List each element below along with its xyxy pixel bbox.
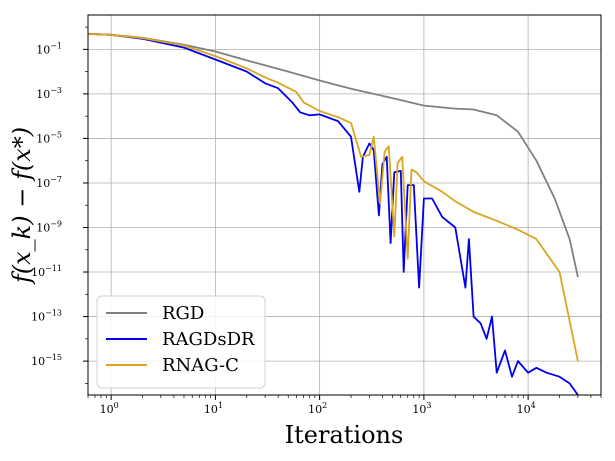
legend-label-0: RGD: [162, 303, 204, 324]
x-axis-ticks: 100 101 102 103 104: [87, 395, 602, 416]
x-tick-label: 103: [412, 401, 431, 416]
x-tick-label: 100: [100, 401, 119, 416]
series-line-1: [88, 32, 579, 395]
y-tick-label: 10−11: [31, 264, 62, 279]
x-axis-label: Iterations: [285, 421, 404, 449]
y-tick-label: 10−1: [36, 41, 62, 56]
y-tick-label: 10−9: [36, 220, 62, 235]
y-tick-label: 10−15: [31, 353, 62, 368]
series-layer: [88, 32, 579, 395]
series-line-0: [88, 32, 579, 278]
y-tick-label: 10−7: [36, 175, 62, 190]
series-line-2: [88, 32, 579, 362]
y-axis-label: f(x_k) − f(x*): [8, 127, 36, 285]
y-tick-label: 10−13: [31, 309, 62, 324]
x-tick-label: 104: [517, 401, 536, 416]
y-axis-ticks: 10−1 10−3 10−5 10−7 10−9 10−11 10−13 10−15: [31, 26, 88, 384]
x-tick-label: 101: [204, 401, 223, 416]
x-tick-label: 102: [308, 401, 327, 416]
legend-label-2: RNAG-C: [162, 355, 239, 376]
y-tick-label: 10−5: [36, 130, 62, 145]
legend-label-1: RAGDsDR: [162, 329, 255, 350]
y-tick-label: 10−3: [36, 86, 62, 101]
legend: RGD RAGDsDR RNAG-C: [96, 295, 266, 389]
